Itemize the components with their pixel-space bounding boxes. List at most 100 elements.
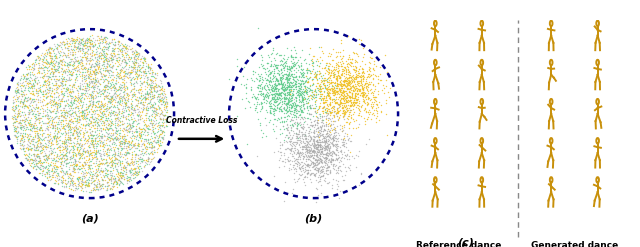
Point	[29, 72, 40, 76]
Point	[109, 84, 119, 88]
Point	[40, 79, 50, 83]
Point	[53, 173, 63, 177]
Point	[112, 116, 122, 120]
Point	[323, 131, 333, 135]
Point	[328, 68, 338, 72]
Point	[60, 63, 70, 67]
Point	[70, 158, 81, 162]
Point	[86, 150, 96, 154]
Point	[260, 72, 271, 76]
Point	[308, 151, 319, 155]
Point	[282, 158, 292, 162]
Point	[289, 45, 300, 49]
Point	[88, 112, 99, 116]
Point	[339, 93, 349, 97]
Point	[123, 142, 133, 145]
Point	[71, 72, 81, 76]
Point	[74, 115, 84, 119]
Point	[282, 157, 292, 161]
Point	[15, 109, 26, 113]
Point	[328, 134, 339, 138]
Point	[102, 36, 112, 40]
Point	[156, 81, 166, 85]
Point	[50, 178, 60, 182]
Point	[330, 81, 340, 85]
Point	[122, 98, 132, 102]
Point	[120, 96, 130, 100]
Point	[99, 55, 109, 59]
Point	[67, 173, 77, 177]
Point	[318, 121, 328, 125]
Point	[113, 74, 123, 78]
Point	[61, 131, 71, 135]
Point	[72, 133, 83, 137]
Point	[61, 41, 72, 45]
Point	[347, 57, 357, 61]
Point	[301, 66, 312, 70]
Point	[19, 104, 29, 108]
Point	[44, 172, 54, 176]
Point	[312, 139, 322, 143]
Point	[42, 132, 52, 136]
Point	[358, 100, 369, 103]
Point	[310, 114, 321, 118]
Point	[55, 99, 65, 103]
Point	[118, 106, 128, 110]
Point	[22, 81, 32, 85]
Point	[147, 67, 157, 71]
Point	[100, 58, 111, 62]
Point	[118, 115, 129, 119]
Point	[107, 73, 117, 77]
Point	[348, 101, 358, 105]
Point	[300, 134, 310, 138]
Point	[356, 91, 367, 95]
Point	[38, 111, 48, 115]
Point	[301, 68, 311, 72]
Point	[106, 121, 116, 125]
Point	[332, 81, 342, 85]
Point	[276, 107, 286, 111]
Point	[328, 166, 339, 170]
Point	[87, 157, 97, 161]
Point	[356, 75, 366, 79]
Point	[89, 44, 99, 48]
Point	[99, 183, 109, 186]
Point	[291, 87, 301, 91]
Point	[290, 148, 300, 152]
Point	[77, 51, 87, 55]
Point	[131, 57, 141, 61]
Point	[315, 84, 325, 88]
Point	[326, 108, 337, 112]
Point	[136, 143, 147, 146]
Point	[58, 169, 68, 173]
Point	[279, 84, 289, 88]
Point	[309, 164, 319, 167]
Point	[126, 144, 136, 147]
Point	[92, 169, 102, 173]
Point	[87, 109, 97, 113]
Point	[98, 157, 108, 161]
Point	[374, 101, 385, 104]
Point	[331, 143, 341, 147]
Point	[19, 115, 29, 119]
Point	[148, 105, 159, 109]
Point	[288, 154, 298, 158]
Point	[150, 84, 160, 88]
Point	[307, 164, 317, 168]
Point	[300, 133, 310, 137]
Point	[58, 154, 68, 158]
Point	[291, 105, 301, 109]
Point	[356, 80, 367, 84]
Point	[32, 81, 42, 85]
Point	[292, 89, 303, 93]
Point	[50, 104, 60, 108]
Point	[321, 109, 332, 113]
Point	[66, 120, 76, 124]
Point	[12, 131, 22, 135]
Point	[321, 87, 332, 91]
Point	[127, 62, 138, 65]
Point	[13, 90, 24, 94]
Point	[326, 78, 336, 82]
Point	[36, 59, 47, 63]
Point	[108, 86, 118, 90]
